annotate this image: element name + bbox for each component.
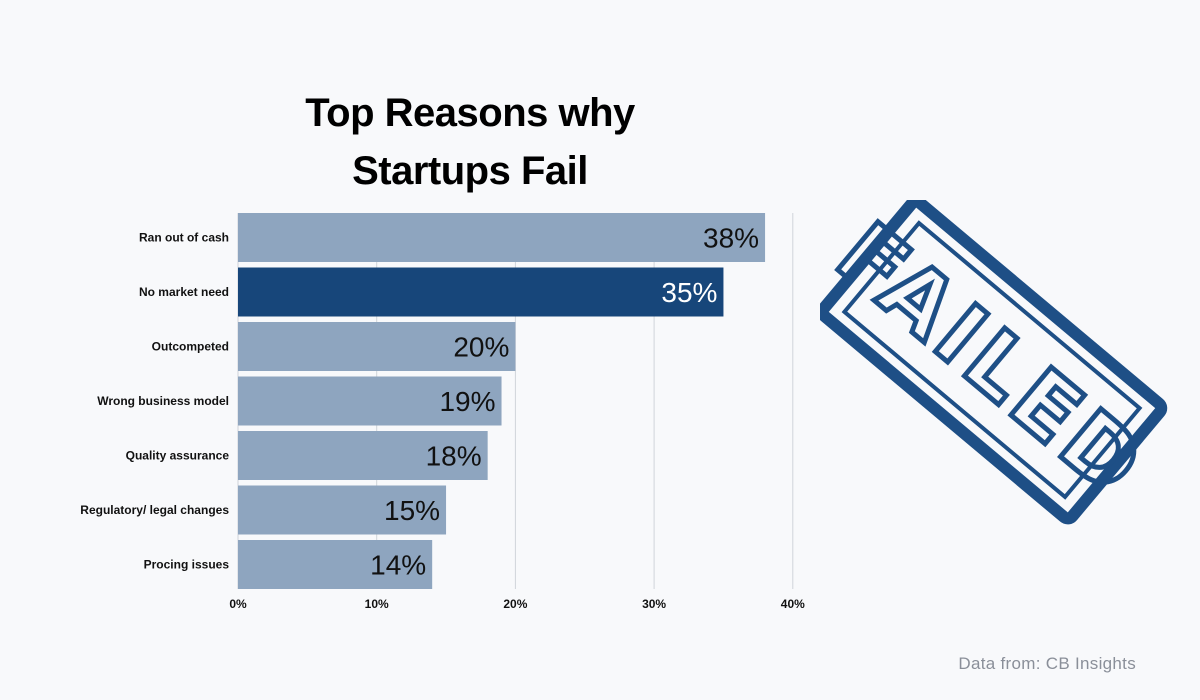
bar <box>238 540 433 589</box>
x-tick-label: 20% <box>503 597 527 611</box>
chart-title: Top Reasons why Startups Fail <box>230 84 710 200</box>
chart-title-line-2: Startups Fail <box>352 149 588 193</box>
bar-value-label: 15% <box>384 495 440 526</box>
bar-value-label: 14% <box>370 550 426 581</box>
bar <box>238 376 502 426</box>
data-source-note: Data from: CB Insights <box>958 654 1136 673</box>
bar-value-label: 38% <box>703 223 759 254</box>
bar-value-label: 18% <box>426 441 482 472</box>
bars: 38% 35% 20% 19% 18% 15% 14% <box>238 213 766 589</box>
failed-stamp-icon: FAILED <box>820 200 1168 525</box>
bar-value-label: 20% <box>453 332 509 363</box>
bar <box>238 431 488 480</box>
bar-chart: 38% 35% 20% 19% 18% 15% 14% Ran out of cash No … <box>80 213 805 611</box>
x-tick-labels: 0% 10% 20% 30% 40% <box>229 597 805 611</box>
category-label: Wrong business model <box>97 394 229 408</box>
bar-value-label: 35% <box>661 277 717 308</box>
x-tick-label: 0% <box>229 597 247 611</box>
category-label: Quality assurance <box>126 449 230 463</box>
category-labels: Ran out of cash No market need Outcompeted… <box>80 231 229 572</box>
bar-value-label: 19% <box>439 386 495 417</box>
bar <box>238 267 724 317</box>
x-tick-label: 10% <box>365 597 389 611</box>
bar <box>238 485 447 535</box>
stamp-outer-border <box>820 200 1168 525</box>
category-label: Outcompeted <box>152 340 229 354</box>
chart-title-line-1: Top Reasons why <box>305 91 635 135</box>
bar <box>238 213 766 262</box>
category-label: Regulatory/ legal changes <box>80 503 229 517</box>
x-tick-label: 40% <box>781 597 805 611</box>
bar <box>238 322 516 371</box>
stamp-inner-border <box>841 220 1143 500</box>
x-tick-label: 30% <box>642 597 666 611</box>
category-label: Procing issues <box>144 558 230 572</box>
category-label: Ran out of cash <box>139 231 229 245</box>
category-label: No market need <box>139 285 229 299</box>
